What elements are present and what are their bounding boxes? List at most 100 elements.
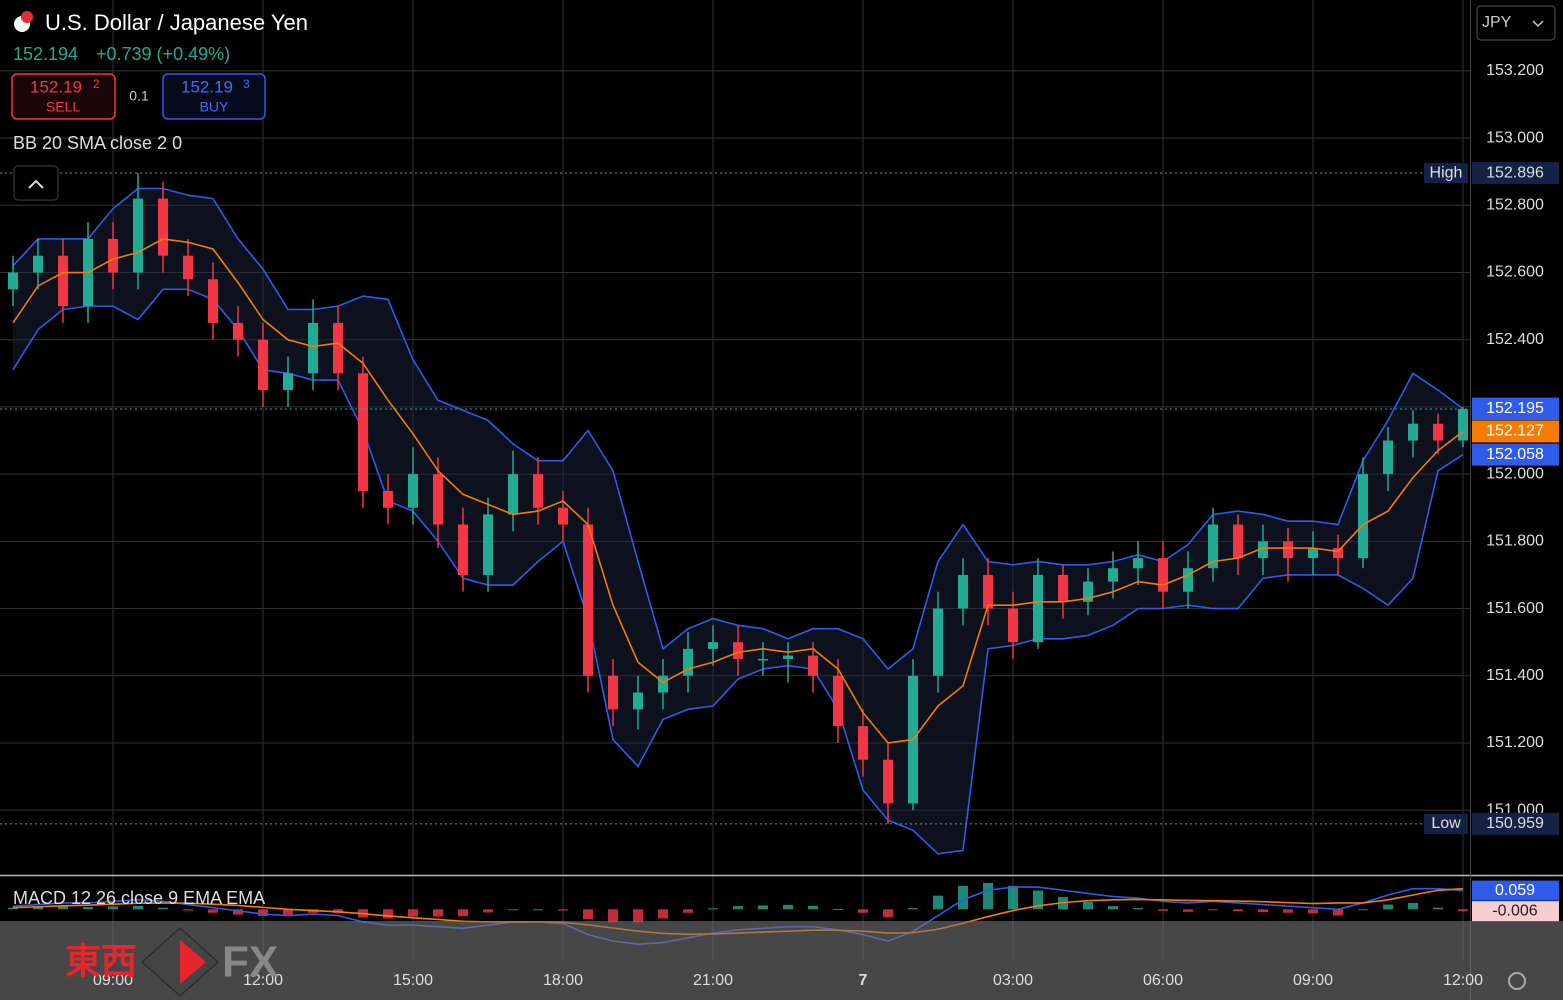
candle-body [233,322,243,340]
x-tick-label: 18:00 [543,972,583,989]
bb-middle-last-value: 152.127 [1486,423,1544,440]
candle-body [1433,423,1443,441]
plot [0,172,1470,855]
candle-body [1383,440,1393,475]
macd-histogram-bar [783,904,793,910]
low-value: 150.959 [1486,815,1544,832]
macd-histogram-bar [83,907,93,910]
candle-body [8,272,18,290]
macd-histogram-bar [158,907,168,910]
candle-body [283,373,293,391]
bb-legend: BB 20 SMA close 2 0 [13,133,182,153]
candle-body [1033,574,1043,643]
x-tick-label: 15:00 [393,972,433,989]
sell-pip: 2 [93,77,100,91]
macd-legend: MACD 12 26 close 9 EMA EMA [13,888,265,908]
candle-body [1458,408,1468,441]
candle-body [308,322,318,374]
buy-button[interactable] [162,73,266,120]
candle-body [33,255,43,273]
candle-body [808,655,818,676]
macd-histogram-bar [1233,909,1243,912]
macd-histogram-bar [733,906,743,910]
macd-histogram-bar [983,882,993,910]
histogram-last-box [1472,901,1559,922]
x-tick-label: 7 [859,972,868,989]
macd-histogram-bar [108,906,118,910]
macd-histogram-bar [1408,902,1418,910]
macd-histogram-bar [858,909,868,913]
currency-label: JPY [1482,14,1512,31]
y-tick-label: 151.800 [1486,533,1544,550]
macd-histogram-bar [808,905,818,910]
last-price: 152.194 [13,44,78,64]
candle-body [1058,574,1068,602]
candle-body [883,759,893,804]
candle-body [458,524,468,575]
bb-fill [13,188,1463,854]
y-tick-label: 151.400 [1486,667,1544,684]
high-value: 152.896 [1486,164,1544,181]
macd-histogram-bar [608,909,618,923]
candle-body [1208,524,1218,569]
currency-dropdown[interactable] [1476,5,1556,41]
candle-body [1408,423,1418,441]
y-tick-label: 151.600 [1486,600,1544,617]
macd-histogram-bar [758,905,768,910]
candle-body [108,238,118,273]
macd-histogram-bar [8,907,18,910]
x-tick-label: 09:00 [1293,972,1333,989]
x-tick-label: 06:00 [1143,972,1183,989]
macd-histogram-bar [1258,909,1268,913]
low-value-box [1472,812,1559,835]
flag-icon-dot [21,11,33,23]
macd-histogram-bar [208,909,218,913]
y-tick-label: 153.200 [1486,62,1544,79]
candle-body [733,642,743,659]
candle-body [1358,474,1368,559]
macd-last: 0.059 [1495,882,1535,899]
histogram-last: -0.006 [1492,902,1537,919]
candle-body [1183,568,1193,592]
candle-body [1008,608,1018,643]
candle-body [1083,581,1093,602]
candle-body [333,322,343,374]
buy-label: BUY [200,99,229,115]
y-tick-label: 152.800 [1486,197,1544,214]
symbol-title: U.S. Dollar / Japanese Yen [45,10,308,35]
watermark-right: FX [222,938,278,987]
macd-histogram-bar [1008,885,1018,910]
change: +0.739 (+0.49%) [96,44,230,64]
macd-histogram-bar [1358,909,1368,911]
candle-body [783,655,793,659]
sell-button[interactable] [11,73,116,120]
macd-histogram-bar [1383,904,1393,910]
y-tick-label: 152.400 [1486,331,1544,348]
candle-body [383,490,393,508]
macd-histogram-bar [58,906,68,910]
candle-body [958,574,968,609]
candle-body [558,507,568,525]
candle-body [1308,548,1318,559]
candle-body [258,339,268,391]
candle-body [1233,524,1243,559]
macd-histogram-bar [1333,909,1343,916]
candle-body [583,524,593,676]
macd-histogram-bar [283,909,293,916]
macd-histogram-bar [1133,908,1143,910]
macd-histogram-bar [1433,907,1443,910]
settings-icon[interactable] [1508,972,1526,990]
macd-histogram-bar [683,909,693,913]
spread: 0.1 [129,88,149,104]
candle-body [183,255,193,280]
macd-histogram-bar [633,909,643,923]
candle-body [158,198,168,256]
macd-histogram-bar [533,909,543,911]
candle-body [533,474,543,508]
macd-histogram-bar [483,909,493,913]
macd-histogram-bar [933,895,943,910]
collapse-button[interactable] [13,165,59,201]
high-label: High [1430,164,1463,181]
buy-price: 152.19 [181,77,233,96]
